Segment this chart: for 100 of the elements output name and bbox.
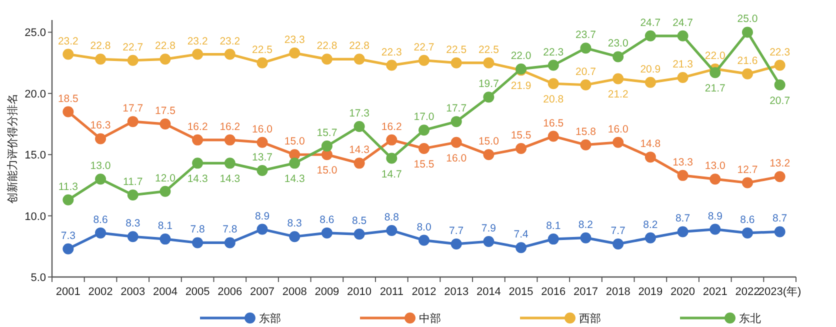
- data-label: 17.0: [414, 111, 434, 124]
- data-label: 20.7: [576, 66, 596, 78]
- data-label: 15.0: [316, 164, 338, 177]
- data-label: 20.8: [543, 94, 564, 106]
- point: [710, 67, 721, 78]
- point: [580, 139, 592, 150]
- point: [450, 238, 462, 250]
- point: [548, 60, 559, 71]
- data-label: 22.5: [446, 44, 467, 56]
- data-label: 23.2: [187, 35, 208, 48]
- data-label: 23.3: [284, 34, 305, 46]
- data-label: 13.0: [704, 160, 726, 172]
- point: [516, 143, 527, 154]
- point: [289, 158, 300, 169]
- point: [774, 79, 786, 90]
- data-label: 8.1: [546, 220, 561, 232]
- data-label: 17.5: [155, 105, 176, 118]
- x-tick-label: 2002: [88, 286, 113, 298]
- data-label: 23.2: [220, 35, 240, 48]
- data-label: 8.6: [93, 214, 108, 226]
- point: [774, 171, 786, 182]
- point: [483, 92, 494, 103]
- point: [160, 54, 171, 65]
- data-label: 13.2: [770, 158, 790, 170]
- data-label: 14.8: [640, 138, 661, 150]
- data-label: 8.7: [772, 212, 788, 225]
- point: [127, 231, 138, 242]
- y-tick-label: 20.0: [24, 88, 46, 100]
- data-label: 16.0: [446, 152, 467, 164]
- data-label: 22.3: [770, 46, 790, 58]
- data-label: 21.9: [510, 80, 532, 92]
- x-tick-label: 2003: [120, 286, 146, 298]
- point: [224, 48, 236, 60]
- data-label: 22.5: [478, 44, 500, 56]
- point: [548, 234, 559, 245]
- point: [742, 68, 753, 80]
- data-label: 13.3: [672, 156, 694, 168]
- point: [580, 79, 592, 90]
- data-label: 16.0: [608, 123, 628, 136]
- point: [256, 224, 268, 235]
- point: [321, 54, 332, 65]
- legend-label: 东北: [739, 312, 761, 325]
- data-label: 24.7: [640, 16, 661, 29]
- point: [450, 57, 462, 68]
- data-label: 21.3: [672, 58, 694, 71]
- data-label: 8.2: [643, 218, 658, 231]
- data-label: 22.5: [252, 44, 273, 56]
- data-label: 7.7: [449, 224, 464, 237]
- point: [612, 136, 624, 148]
- point: [62, 48, 74, 60]
- data-label: 22.0: [510, 50, 532, 62]
- point: [710, 174, 721, 185]
- point: [612, 73, 624, 84]
- point: [742, 26, 753, 38]
- point: [644, 30, 656, 42]
- point: [289, 231, 300, 242]
- point: [160, 118, 171, 130]
- data-label: 16.3: [90, 120, 111, 132]
- data-label: 22.8: [316, 40, 338, 52]
- x-tick-label: 2014: [476, 286, 501, 298]
- y-axis-title: 创新能力评价得分排名: [6, 94, 19, 204]
- point: [354, 120, 365, 132]
- data-label: 21.6: [737, 54, 758, 67]
- y-tick-label: 5.0: [30, 272, 46, 284]
- point: [548, 78, 559, 90]
- point: [483, 236, 494, 248]
- point: [677, 226, 688, 238]
- data-label: 11.7: [123, 176, 143, 188]
- y-tick-label: 10.0: [24, 210, 46, 223]
- point: [354, 54, 365, 65]
- x-tick-label: 2012: [412, 286, 436, 298]
- data-label: 22.3: [381, 46, 402, 58]
- point: [192, 158, 204, 169]
- point: [160, 234, 171, 245]
- data-label: 11.3: [58, 180, 78, 193]
- legend-label: 中部: [419, 312, 441, 325]
- point: [386, 152, 398, 164]
- x-tick-label: 2013: [444, 286, 469, 298]
- data-label: 16.2: [381, 120, 402, 133]
- point: [224, 134, 236, 146]
- data-label: 8.8: [384, 211, 400, 224]
- point: [580, 42, 592, 54]
- data-label: 20.7: [770, 94, 790, 107]
- data-label: 7.3: [60, 230, 76, 242]
- point: [644, 152, 656, 163]
- data-label: 20.9: [640, 63, 661, 76]
- data-label: 7.9: [481, 222, 496, 235]
- point: [62, 243, 74, 254]
- data-label: 17.7: [446, 102, 467, 115]
- point: [127, 116, 138, 128]
- x-tick-label: 2018: [606, 286, 630, 298]
- data-label: 7.7: [610, 224, 626, 237]
- point: [127, 54, 138, 66]
- x-tick-label: 2005: [185, 286, 210, 298]
- data-label: 16.0: [252, 123, 273, 136]
- legend-label: 东部: [259, 312, 281, 325]
- point: [418, 54, 430, 66]
- data-label: 17.3: [349, 107, 370, 120]
- data-label: 15.7: [316, 127, 338, 140]
- data-label: 14.3: [284, 173, 305, 186]
